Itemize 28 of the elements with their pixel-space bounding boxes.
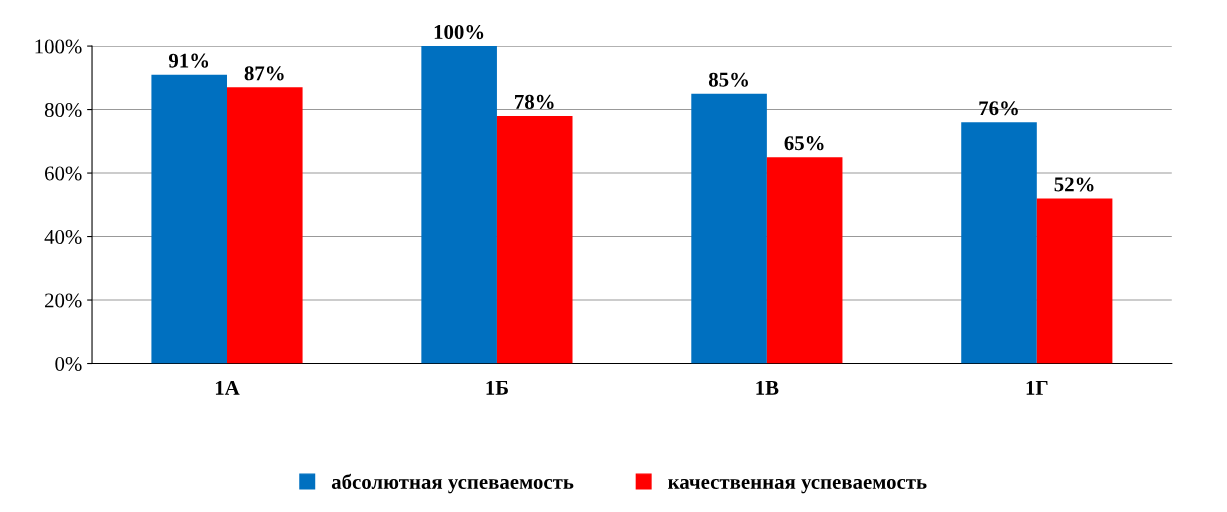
bar <box>421 46 497 364</box>
y-tick-label: 100% <box>35 39 82 54</box>
y-tick-label: 80% <box>44 102 82 118</box>
legend-label: качественная успеваемость <box>668 478 927 494</box>
bar <box>691 93 767 364</box>
legend-label: абсолютная успеваемость <box>331 473 574 494</box>
bar <box>1036 198 1113 364</box>
bar <box>151 74 227 364</box>
bar <box>227 87 303 364</box>
data-label: 85% <box>708 72 748 87</box>
data-label: 91% <box>168 53 209 68</box>
y-tick-label: 20% <box>45 293 82 308</box>
x-tick-label: 1В <box>756 380 779 395</box>
data-label: 100% <box>434 25 484 40</box>
y-tick-label: 0% <box>55 356 82 372</box>
y-tick-label: 40% <box>44 229 82 245</box>
x-tick-label: 1А <box>215 380 240 395</box>
data-label: 65% <box>784 136 824 151</box>
x-tick-label: 1Г <box>1026 380 1048 395</box>
data-label: 76% <box>979 101 1018 116</box>
bar <box>766 157 843 364</box>
y-tick-label: 60% <box>45 166 82 181</box>
data-label: 78% <box>515 94 554 109</box>
bar <box>496 115 573 364</box>
data-label: 87% <box>244 66 284 81</box>
x-tick-label: 1Б <box>486 380 508 395</box>
data-label: 52% <box>1054 177 1094 192</box>
bar <box>961 122 1037 364</box>
